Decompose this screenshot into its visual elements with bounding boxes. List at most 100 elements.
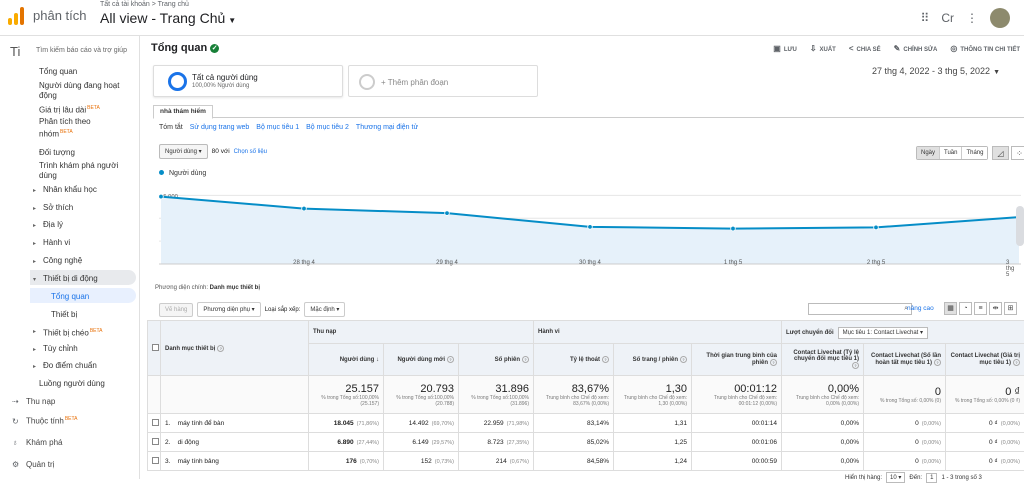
sidebar-item-demographics[interactable]: Nhân khẩu học (43, 185, 97, 195)
row-checkbox[interactable] (152, 419, 159, 426)
edit-button[interactable]: ✎CHỈNH SỬA (894, 44, 938, 53)
sidebar-item-attribution[interactable]: ↻Thuộc tínhBETA (12, 416, 78, 426)
row-dimension-link[interactable]: di động (178, 439, 199, 446)
plot-rows-button[interactable]: Vẽ hàng (159, 303, 193, 317)
apps-icon[interactable]: ⠿ (921, 11, 930, 25)
export-button[interactable]: ⇩XUẤT (810, 44, 836, 53)
granularity-day[interactable]: Ngày (917, 147, 940, 159)
pivot-view-icon[interactable]: ⊞ (1004, 302, 1017, 315)
share-button[interactable]: <CHIA SẺ (849, 44, 881, 53)
sidebar-item-geo[interactable]: Địa lý (43, 220, 63, 230)
help-icon: ? (217, 345, 224, 352)
sidebar-item-audiences[interactable]: Đối tượng (39, 148, 75, 158)
add-segment-button[interactable]: + Thêm phân đoạn (348, 65, 538, 97)
primary-dimension-value[interactable]: Danh mục thiết bị (210, 285, 260, 291)
total-conversion-rate: 0,00%Trung bình cho Chế độ xem: 0,00% (0… (782, 376, 864, 414)
subtab-ecommerce[interactable]: Thương mại điện tử (356, 124, 418, 131)
legend-label: Người dùng (169, 170, 206, 177)
sidebar-item-interests[interactable]: Sở thích (43, 203, 73, 213)
data-point[interactable] (302, 206, 307, 211)
save-button[interactable]: ▣LƯU (773, 44, 797, 53)
sidebar-item-mobile-overview[interactable]: Tổng quan (51, 292, 89, 302)
select-all-checkbox[interactable] (152, 344, 159, 351)
sort-type-select[interactable]: Mặc định ▾ (304, 302, 345, 317)
choose-metric-link[interactable]: Chọn số liệu (234, 149, 267, 155)
row-dimension-link[interactable]: máy tính bảng (178, 458, 219, 465)
secondary-dimension-select[interactable]: Phương diện phụ ▾ (197, 302, 260, 317)
col-goal-conversion-rate[interactable]: Contact Livechat (Tỷ lệ chuyển đổi mục t… (782, 344, 864, 376)
data-point[interactable] (159, 194, 163, 199)
subtab-goal-set-1[interactable]: Bộ mục tiêu 1 (256, 124, 299, 131)
metric-select[interactable]: Người dùng ▾ (159, 144, 208, 159)
sidebar-item-discover[interactable]: ♁Khám phá (12, 438, 62, 447)
chevron-down-icon: ▼ (228, 16, 236, 25)
pie-view-icon[interactable]: ◔ (959, 302, 972, 315)
data-point[interactable] (588, 225, 593, 230)
segment-all-users[interactable]: Tất cả người dùng 100,00% Người dùng (153, 65, 343, 97)
dimension-header[interactable]: Danh mục thiết bị? (161, 321, 309, 376)
col-bounce-rate[interactable]: Tỷ lệ thoát? (534, 344, 614, 376)
performance-view-icon[interactable]: ≡ (974, 302, 987, 315)
sidebar-item-devices[interactable]: Thiết bị (51, 310, 77, 320)
data-point[interactable] (731, 226, 736, 231)
sidebar-item-behavior[interactable]: Hành vi (43, 238, 70, 248)
date-range-picker[interactable]: 27 thg 4, 2022 - 3 thg 5, 2022▼ (872, 66, 1000, 76)
sidebar-item-overview[interactable]: Tổng quan (39, 67, 77, 77)
more-vert-icon[interactable]: ⋮ (966, 11, 978, 25)
sidebar-item-mobile[interactable]: Thiết bị di động (43, 274, 98, 284)
subtab-goal-set-2[interactable]: Bộ mục tiêu 2 (306, 124, 349, 131)
col-new-users[interactable]: Người dùng mới? (384, 344, 459, 376)
sidebar-search[interactable]: Ti Tìm kiếm báo cáo và trợ giúp (0, 40, 140, 62)
line-chart-icon[interactable]: ◿ (992, 146, 1009, 160)
table-view-icon[interactable]: ▦ (944, 302, 957, 315)
granularity-month[interactable]: Tháng (962, 147, 987, 159)
account-switcher[interactable]: Cr (941, 11, 954, 25)
scrollbar[interactable] (1016, 206, 1024, 246)
col-users[interactable]: Người dùng ↓ (309, 344, 384, 376)
granularity-week[interactable]: Tuần (940, 147, 962, 159)
data-point[interactable] (874, 225, 879, 230)
row-checkbox[interactable] (152, 457, 159, 464)
x-tick-label: 1 thg 5 (724, 260, 742, 266)
total-users: 25.157% trong Tổng số:100,00% (25.157) (309, 376, 384, 414)
sidebar-item-cross-device[interactable]: Thiết bị chéoBETA (43, 326, 103, 339)
chevron-right-icon: ▸ (33, 346, 36, 353)
help-icon: ? (447, 356, 454, 363)
col-goal-value[interactable]: Contact Livechat (Giá trị mục tiêu 1)? (946, 344, 1024, 376)
sidebar-item-benchmarking[interactable]: Đo điểm chuẩn (43, 361, 97, 371)
sidebar-item-technology[interactable]: Công nghệ (43, 256, 82, 266)
col-sessions[interactable]: Số phiên? (459, 344, 534, 376)
sidebar-item-cohort[interactable]: Phân tích theo nhómBETA (39, 117, 109, 140)
sidebar-item-custom[interactable]: Tùy chỉnh (43, 344, 78, 354)
table-search-input[interactable]: ⌕ (808, 303, 912, 315)
avatar[interactable] (990, 8, 1010, 28)
top-bar: phân tích Tất cả tài khoản > Trang chủ A… (0, 0, 1024, 36)
rows-per-page-select[interactable]: 10 ▾ (886, 472, 905, 483)
col-avg-session-duration[interactable]: Thời gian trung bình của phiên? (692, 344, 782, 376)
goal-select[interactable]: Mục tiêu 1: Contact Livechat ▾ (838, 327, 928, 339)
col-pages-per-session[interactable]: Số trang / phiên? (614, 344, 692, 376)
granularity-toggle: Ngày Tuần Tháng (916, 146, 988, 160)
data-point[interactable] (445, 211, 450, 216)
x-tick-label: 29 thg 4 (436, 260, 458, 266)
sidebar-item-user-explorer[interactable]: Trình khám phá người dùng (39, 161, 119, 181)
subtab-summary[interactable]: Tóm tắt (159, 124, 183, 131)
row-dimension-link[interactable]: máy tính để bàn (178, 420, 225, 427)
breadcrumb[interactable]: Tất cả tài khoản > Trang chủ (100, 1, 189, 8)
sidebar-item-admin[interactable]: ⚙Quản trị (12, 460, 54, 469)
insights-button[interactable]: ◎THÔNG TIN CHI TIẾT (950, 44, 1020, 53)
sidebar-item-users-flow[interactable]: Luồng người dùng (39, 379, 105, 389)
goto-page-input[interactable]: 1 (926, 473, 937, 483)
subtab-site-usage[interactable]: Sử dụng trang web (190, 124, 250, 131)
sidebar-item-acquisition[interactable]: ⇢Thu nạp (12, 397, 55, 406)
sidebar-item-active-users[interactable]: Người dùng đang hoạt động (39, 81, 129, 101)
analytics-logo-icon[interactable] (8, 7, 26, 25)
col-goal-completions[interactable]: Contact Livechat (Số lần hoàn tất mục ti… (864, 344, 946, 376)
advanced-filter-link[interactable]: nâng cao (907, 305, 934, 312)
sidebar-item-lifetime-value[interactable]: Giá trị lâu dàiBETA (39, 103, 100, 116)
view-selector[interactable]: All view - Trang Chủ▼ (100, 10, 236, 26)
tab-explorer[interactable]: nhà thám hiểm (153, 105, 213, 119)
motion-chart-icon[interactable]: ⁘ (1011, 146, 1024, 160)
comparison-view-icon[interactable]: ⇹ (989, 302, 1002, 315)
row-checkbox[interactable] (152, 438, 159, 445)
